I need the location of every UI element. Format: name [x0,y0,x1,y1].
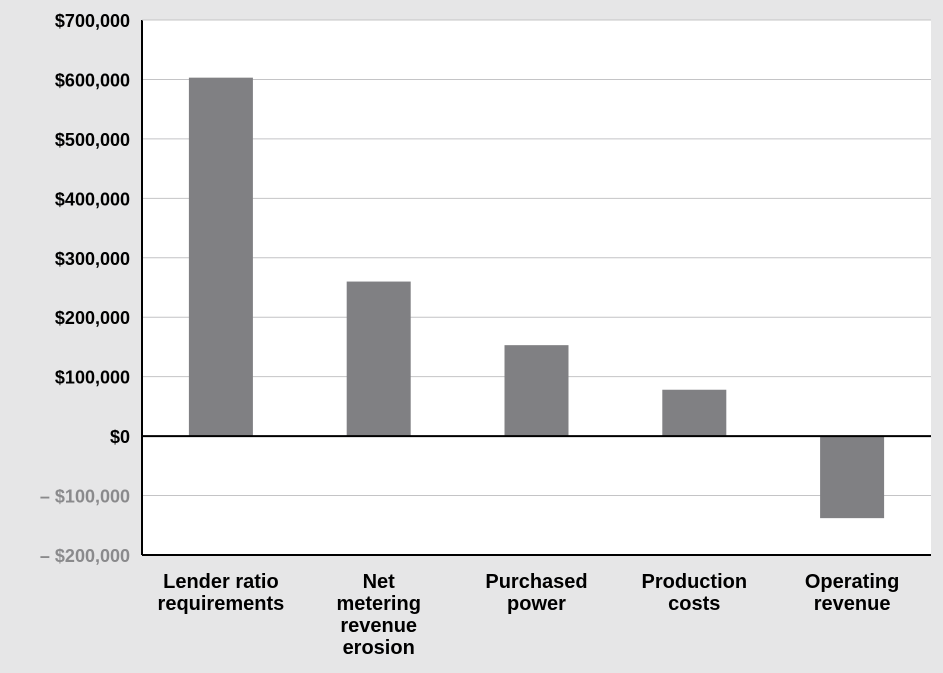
category-label-line: Operating [805,571,899,593]
category-label-line: revenue [340,615,417,637]
bar [820,436,885,519]
category-label-line: power [507,593,566,615]
y-tick-labels: $700,000 $600,000 $500,000 $400,000 $300,000… [40,11,130,566]
bar [346,281,411,437]
y-tick-label: $0 [110,427,130,447]
bar [504,345,569,437]
y-tick-label: $600,000 [55,70,130,90]
y-tick-label: $300,000 [55,249,130,269]
category-label-line: Purchased [485,571,587,593]
y-tick-label: – $200,000 [40,546,130,566]
category-label-line: costs [668,593,720,615]
category-label: Production costs [642,571,748,615]
y-tick-label: – $100,000 [40,487,130,507]
y-tick-label: $400,000 [55,189,130,209]
category-label-line: Production [642,571,748,593]
category-label-line: requirements [158,593,285,615]
y-tick-label: $200,000 [55,308,130,328]
bars [188,77,885,519]
bar [662,389,727,437]
category-label-line: Net [363,571,396,593]
category-label-line: revenue [814,593,891,615]
axes [141,19,931,556]
y-tick-label: $500,000 [55,130,130,150]
plot-area [142,20,931,555]
bar [188,77,253,437]
category-label: Operating revenue [805,571,899,615]
category-label-line: Lender ratio [163,571,279,593]
category-label: Net metering revenue erosion [336,571,420,659]
category-label: Lender ratio requirements [158,571,285,615]
category-label-line: erosion [343,637,415,659]
category-label: Purchased power [485,571,587,615]
y-tick-label: $700,000 [55,11,130,31]
y-tick-label: $100,000 [55,368,130,388]
category-label-line: metering [336,593,420,615]
